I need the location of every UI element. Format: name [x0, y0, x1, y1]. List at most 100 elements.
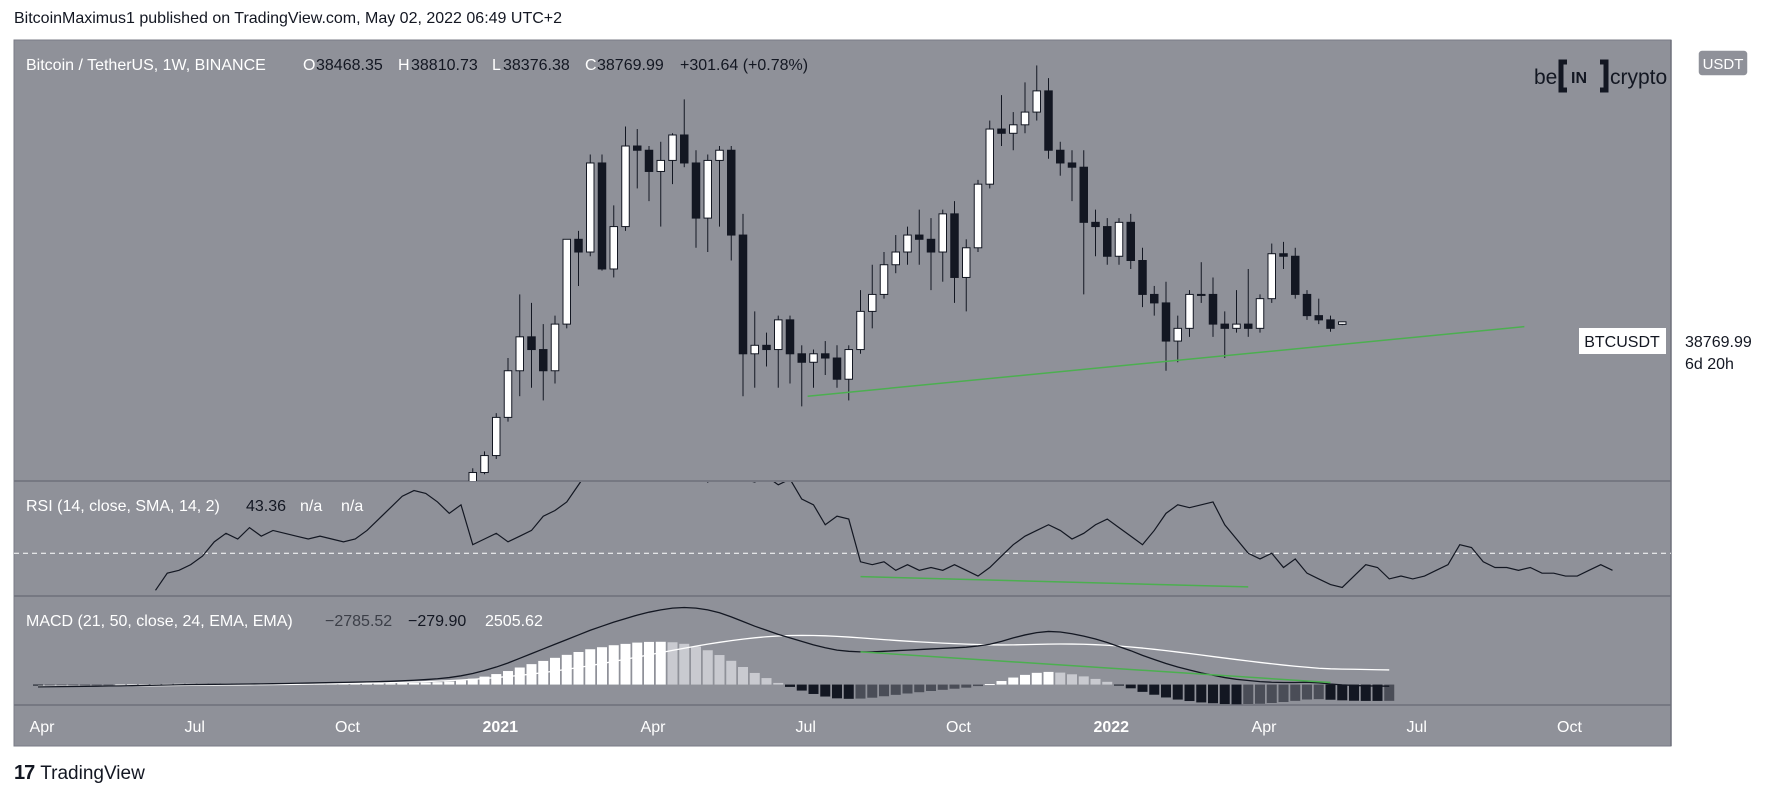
- macd-histogram-bar: [773, 682, 784, 685]
- candle: [1208, 277, 1218, 337]
- symbol-name: Bitcoin / TetherUS, 1W, BINANCE: [26, 57, 266, 74]
- macd-histogram-bar: [1067, 674, 1077, 685]
- candle-body: [1185, 293, 1194, 329]
- macd-histogram-bar: [1161, 684, 1171, 698]
- macd-histogram-bar: [867, 684, 878, 698]
- macd-histogram-bar: [56, 684, 67, 686]
- macd-histogram-bar: [996, 681, 1007, 685]
- candle: [597, 154, 607, 271]
- candle-body: [738, 234, 748, 355]
- rsi-pane[interactable]: [14, 439, 1671, 591]
- time-tick-label: Jul: [796, 719, 816, 736]
- last-price-tag: 38769.99 6d 20h: [1674, 328, 1770, 376]
- macd-histogram-bar: [467, 678, 478, 685]
- macd-histogram-bar: [1349, 684, 1359, 701]
- candle: [1009, 112, 1018, 151]
- rsi-line: [155, 482, 1613, 591]
- macd-histogram-bar: [1372, 684, 1383, 701]
- macd-histogram-bar: [385, 683, 396, 685]
- macd-histogram-bar: [444, 681, 455, 685]
- macd-histogram-bar: [44, 684, 55, 686]
- candle: [503, 358, 513, 422]
- macd-histogram-bar: [397, 683, 408, 685]
- symbol-tag: BTCUSDT: [1579, 328, 1666, 354]
- macd-histogram-bar: [1360, 684, 1371, 701]
- candle: [1150, 285, 1159, 316]
- macd-tick-label: 10000.00: [1696, 619, 1763, 636]
- macd-pane[interactable]: [33, 606, 1395, 705]
- candle-body: [1103, 226, 1112, 257]
- macd-histogram-bar: [902, 684, 913, 694]
- macd-signal-value: 2505.62: [485, 613, 543, 630]
- candle: [1326, 315, 1335, 332]
- candle: [915, 209, 924, 265]
- candle-body: [821, 353, 830, 359]
- candle: [633, 129, 642, 189]
- bar-countdown: 6d 20h: [1685, 356, 1734, 373]
- candle-body: [997, 128, 1006, 134]
- beincrypto-logo: be IN crypto: [1534, 59, 1667, 93]
- time-tick-label: 2021: [482, 719, 518, 736]
- macd-histogram-bar: [456, 680, 466, 685]
- time-tick-label: Apr: [30, 719, 56, 736]
- candle-body: [597, 162, 607, 270]
- candle: [621, 126, 630, 231]
- candle: [985, 120, 994, 189]
- candle: [1044, 78, 1053, 159]
- macd-histogram-bar: [1266, 684, 1277, 704]
- candle: [644, 146, 654, 202]
- macd-line-value: −279.90: [408, 613, 466, 630]
- macd-histogram-bar: [1208, 684, 1218, 704]
- macd-histogram-bar: [691, 646, 701, 685]
- candle-body: [962, 247, 971, 278]
- time-tick-label: Oct: [335, 719, 360, 736]
- macd-histogram-bar: [1243, 684, 1254, 705]
- macd-histogram-bar: [1031, 672, 1042, 685]
- candle: [1161, 281, 1171, 371]
- macd-histogram-bar: [150, 684, 161, 686]
- candle-body: [985, 128, 994, 185]
- candle-body: [727, 149, 736, 236]
- time-tick-label: 2022: [1093, 719, 1129, 736]
- candle-body: [1255, 298, 1265, 329]
- macd-histogram-bar: [914, 684, 925, 693]
- rsi-tick-label: 40.00: [1723, 575, 1763, 592]
- rsi-legend: RSI (14, close, SMA, 14, 2) 43.36 n/a n/…: [26, 498, 363, 515]
- candle-body: [832, 357, 842, 380]
- change-value: +301.64 (+0.78%): [680, 57, 808, 74]
- chart-canvas: 30000.0040000.0050000.0060000.0070000.00…: [13, 39, 1770, 747]
- price-pane[interactable]: [468, 65, 1525, 501]
- candle: [1338, 321, 1347, 326]
- candle-body: [1126, 221, 1135, 261]
- candle: [656, 141, 665, 227]
- candle: [609, 205, 618, 278]
- macd-label: MACD (21, 50, close, 24, EMA, EMA): [26, 613, 293, 630]
- candle: [938, 209, 947, 282]
- candle-body: [515, 336, 524, 372]
- candle: [727, 146, 736, 261]
- candle-body: [1079, 166, 1088, 223]
- currency-badge[interactable]: USDT: [1697, 49, 1749, 77]
- candle-body: [715, 149, 724, 161]
- macd-histogram-bar: [1020, 674, 1030, 685]
- candle-body: [950, 213, 959, 278]
- candle-body: [915, 234, 924, 240]
- macd-histogram-bar: [679, 643, 690, 685]
- candle: [1126, 213, 1135, 269]
- time-tick-label: Oct: [946, 719, 971, 736]
- candle: [1302, 290, 1312, 320]
- macd-histogram-bar: [855, 684, 866, 699]
- candle: [715, 146, 724, 227]
- candle: [527, 302, 536, 388]
- candle: [1091, 209, 1100, 257]
- candle: [1185, 290, 1194, 337]
- candle-body: [973, 183, 983, 249]
- macd-histogram-bar: [115, 684, 126, 686]
- candle-body: [668, 134, 677, 161]
- macd-histogram-bar: [832, 684, 842, 699]
- candle-body: [609, 226, 618, 270]
- candle-body: [750, 344, 759, 355]
- candle-body: [656, 159, 665, 172]
- macd-histogram-bar: [1078, 676, 1089, 685]
- macd-histogram-bar: [573, 651, 584, 685]
